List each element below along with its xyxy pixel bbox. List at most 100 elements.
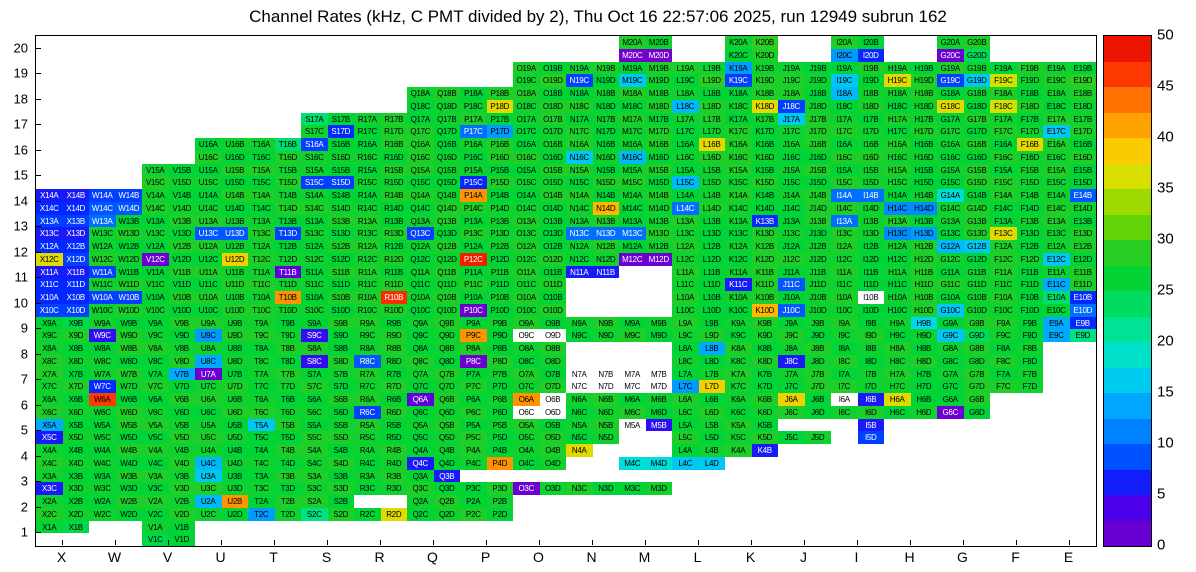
channel-cell: O5A [513, 418, 540, 432]
channel-cell: V15B [168, 163, 195, 177]
channel-cell: W8C [89, 354, 116, 368]
channel-cell: K8B [751, 342, 778, 355]
channel-cell: R3B [380, 469, 407, 483]
channel-cell: F13D [1016, 227, 1043, 240]
x-axis-tick [114, 540, 116, 545]
channel-cell: L8C [672, 354, 699, 368]
x-axis-tick [485, 540, 487, 545]
y-axis-label: 11 [14, 269, 29, 285]
channel-cell: Q10D [433, 303, 460, 317]
channel-cell: P2B [486, 495, 513, 508]
channel-cell: H8C [884, 354, 911, 368]
channel-cell: S17B [327, 112, 354, 126]
channel-cell: N13C [566, 227, 593, 240]
channel-cell: N18B [592, 87, 619, 100]
channel-cell: G10B [963, 291, 990, 304]
channel-cell: E13D [1069, 227, 1096, 240]
colorbar-segment [1104, 393, 1151, 419]
channel-cell: M13A [619, 214, 646, 228]
x-axis-tick [856, 540, 858, 545]
channel-cell: U9A [195, 316, 222, 330]
channel-cell: M6C [619, 405, 646, 419]
channel-cell: T12C [248, 252, 275, 266]
channel-cell: O7C [513, 380, 540, 393]
channel-cell: R15C [354, 176, 381, 189]
channel-cell: L16B [698, 138, 725, 151]
channel-cell: R17A [354, 112, 381, 126]
channel-cell: W4D [115, 456, 142, 470]
channel-cell: M15A [619, 163, 646, 177]
channel-cell: G11A [937, 265, 964, 279]
colorbar-segment [1104, 495, 1151, 521]
channel-cell: W14A [89, 189, 116, 202]
channel-cell: U4A [195, 444, 222, 457]
channel-cell: P6A [460, 393, 487, 406]
channel-cell: V14A [142, 189, 169, 202]
channel-cell: X8B [62, 342, 89, 355]
channel-cell: L17D [698, 125, 725, 138]
channel-cell: E10B [1069, 291, 1096, 304]
channel-cell: V2C [142, 507, 169, 521]
colorbar-segment [1104, 291, 1151, 317]
channel-cell: H13C [884, 227, 911, 240]
channel-cell: Q18D [433, 99, 460, 113]
channel-cell: Q4D [433, 456, 460, 470]
channel-cell: R13C [354, 227, 381, 240]
channel-cell: N12C [566, 252, 593, 266]
channel-cell: U16B [221, 138, 248, 151]
channel-cell: W6B [115, 393, 142, 406]
channel-cell: O16D [539, 150, 566, 164]
y-axis-label: 18 [13, 91, 28, 107]
channel-cell: X13D [62, 227, 89, 240]
channel-cell: J17C [778, 125, 805, 138]
channel-cell: Q12A [407, 240, 434, 253]
channel-cell: I12D [857, 252, 884, 266]
channel-cell: R5B [380, 418, 407, 432]
channel-cell: L10A [672, 291, 699, 304]
channel-cell: S17A [301, 112, 328, 126]
channel-cell: U14D [221, 201, 248, 215]
channel-cell: N7C [566, 380, 593, 393]
channel-cell: X4C [36, 456, 63, 470]
channel-cell: K6B [751, 393, 778, 406]
channel-cell: P12C [460, 252, 487, 266]
channel-cell: L14A [672, 189, 699, 202]
channel-cell: G11C [937, 278, 964, 291]
channel-cell: R3D [380, 482, 407, 495]
channel-cell: W7C [89, 380, 116, 393]
channel-cell: R12B [380, 240, 407, 253]
channel-cell: U2D [221, 507, 248, 521]
channel-cell: U14B [221, 189, 248, 202]
channel-cell: I20A [831, 36, 858, 49]
channel-cell: N15B [592, 163, 619, 177]
channel-cell: G12A [937, 240, 964, 253]
channel-cell: G13D [963, 227, 990, 240]
channel-cell: L6B [698, 393, 725, 406]
channel-cell: R6B [380, 393, 407, 406]
channel-cell: W2A [89, 495, 116, 508]
channel-cell: J6D [804, 405, 831, 419]
channel-cell: E14A [1043, 189, 1070, 202]
channel-cell: K8D [751, 354, 778, 368]
channel-cell: M9D [645, 329, 672, 342]
channel-cell: N13D [592, 227, 619, 240]
channel-cell: Q17D [433, 125, 460, 138]
channel-cell: E13A [1043, 214, 1070, 228]
channel-cell: U3A [195, 469, 222, 483]
channel-cell: L11A [672, 265, 699, 279]
channel-cell: U2A [195, 495, 222, 508]
channel-cell: T8B [274, 342, 301, 355]
channel-cell: K14A [725, 189, 752, 202]
channel-cell: M9A [619, 316, 646, 330]
channel-cell: U6A [195, 393, 222, 406]
channel-cell: O15B [539, 163, 566, 177]
channel-cell: N7D [592, 380, 619, 393]
channel-cell: Q14A [407, 189, 434, 202]
channel-cell: I11D [857, 278, 884, 291]
channel-cell: V3B [168, 469, 195, 483]
channel-cell: P13D [486, 227, 513, 240]
channel-cell: G19C [937, 74, 964, 87]
channel-cell: H7D [910, 380, 937, 393]
channel-cell: O18B [539, 87, 566, 100]
channel-cell: R9A [354, 316, 381, 330]
